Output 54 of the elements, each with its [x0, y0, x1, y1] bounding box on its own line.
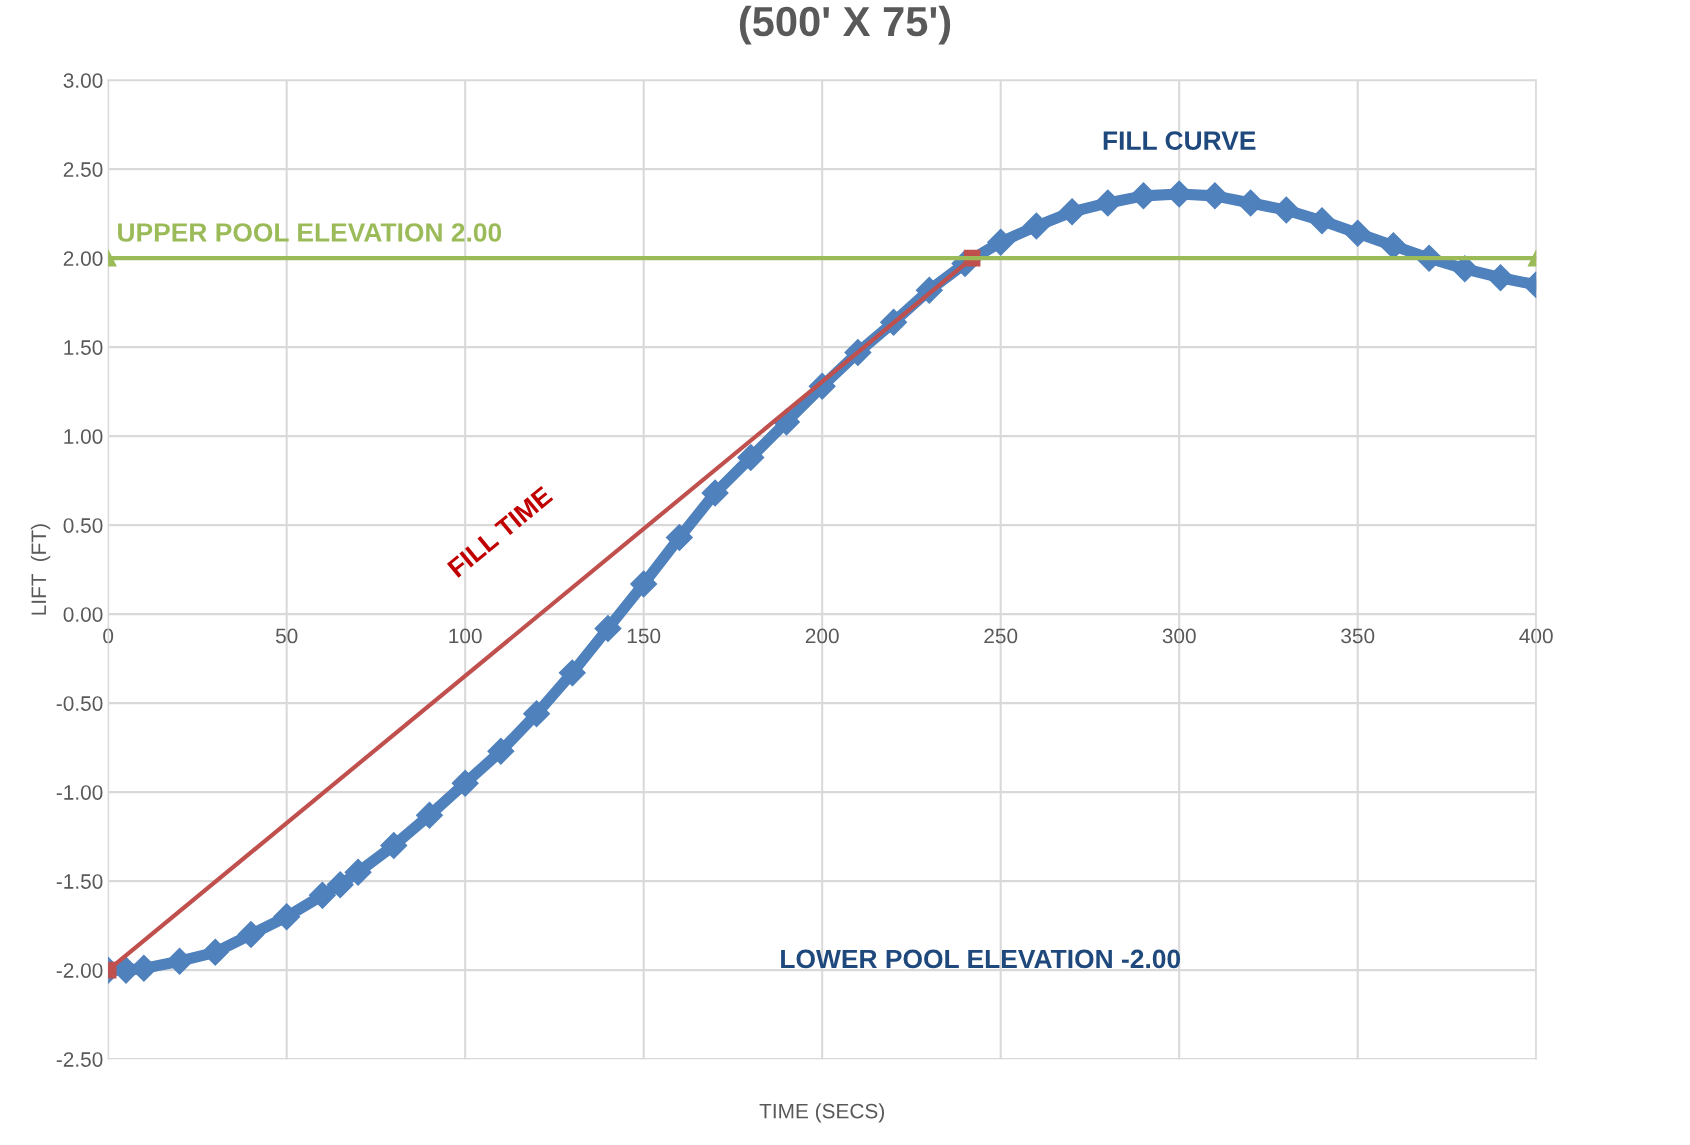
point	[594, 614, 622, 642]
point	[1344, 219, 1372, 247]
x-axis-title: TIME (SECS)	[759, 1103, 884, 1123]
x-tick-label: 100	[449, 628, 482, 644]
y-tick-label: -0.50	[56, 696, 103, 711]
y-tick-label: 0.50	[63, 518, 103, 533]
point	[487, 737, 515, 765]
point	[380, 832, 408, 859]
y-tick-label: 0.00	[63, 607, 103, 622]
y-tick-label: 2.00	[63, 251, 103, 266]
point	[558, 659, 586, 687]
chart-title: (500' X 75')	[739, 5, 951, 45]
point	[630, 570, 658, 598]
x-tick-label: 400	[1519, 628, 1553, 644]
x-tick-label: 200	[805, 628, 839, 644]
point	[166, 947, 194, 975]
point	[987, 228, 1015, 256]
point	[1487, 264, 1514, 292]
point	[1058, 198, 1086, 226]
point	[523, 700, 551, 728]
point	[344, 858, 372, 886]
y-tick-label: -1.00	[56, 785, 103, 800]
point	[1022, 212, 1050, 240]
point	[1272, 196, 1300, 224]
point	[451, 769, 479, 797]
x-tick-label: 300	[1162, 628, 1196, 644]
point	[201, 938, 229, 966]
point	[326, 871, 354, 899]
x-tick-label: 0	[103, 628, 114, 644]
y-tick-label: -2.50	[56, 1052, 103, 1067]
y-tick-label: 1.50	[64, 340, 103, 355]
y-tick-label: 1.00	[64, 429, 103, 444]
x-tick-label: 50	[275, 628, 298, 644]
series-label: FILL CURVE	[1103, 131, 1256, 150]
point	[416, 801, 443, 829]
point	[1308, 207, 1336, 235]
point	[737, 444, 765, 471]
y-tick-label: 2.50	[63, 162, 103, 177]
y-tick-label: -2.00	[56, 963, 103, 978]
series-label: UPPER POOL ELEVATION 2.00	[118, 223, 502, 242]
x-tick-label: 350	[1341, 628, 1375, 644]
y-axis-title: LIFT (FT)	[30, 524, 51, 615]
x-tick-label: 250	[984, 628, 1018, 644]
point	[1094, 189, 1122, 217]
point	[273, 903, 301, 931]
point	[1451, 255, 1479, 283]
point	[665, 524, 693, 552]
x-tick-label: 150	[627, 628, 661, 644]
y-tick-label: -1.50	[56, 874, 103, 889]
annotation: LOWER POOL ELEVATION -2.00	[781, 949, 1181, 969]
point	[308, 881, 336, 909]
point	[701, 479, 729, 507]
y-tick-label: 3.00	[63, 73, 103, 88]
point	[237, 921, 265, 948]
